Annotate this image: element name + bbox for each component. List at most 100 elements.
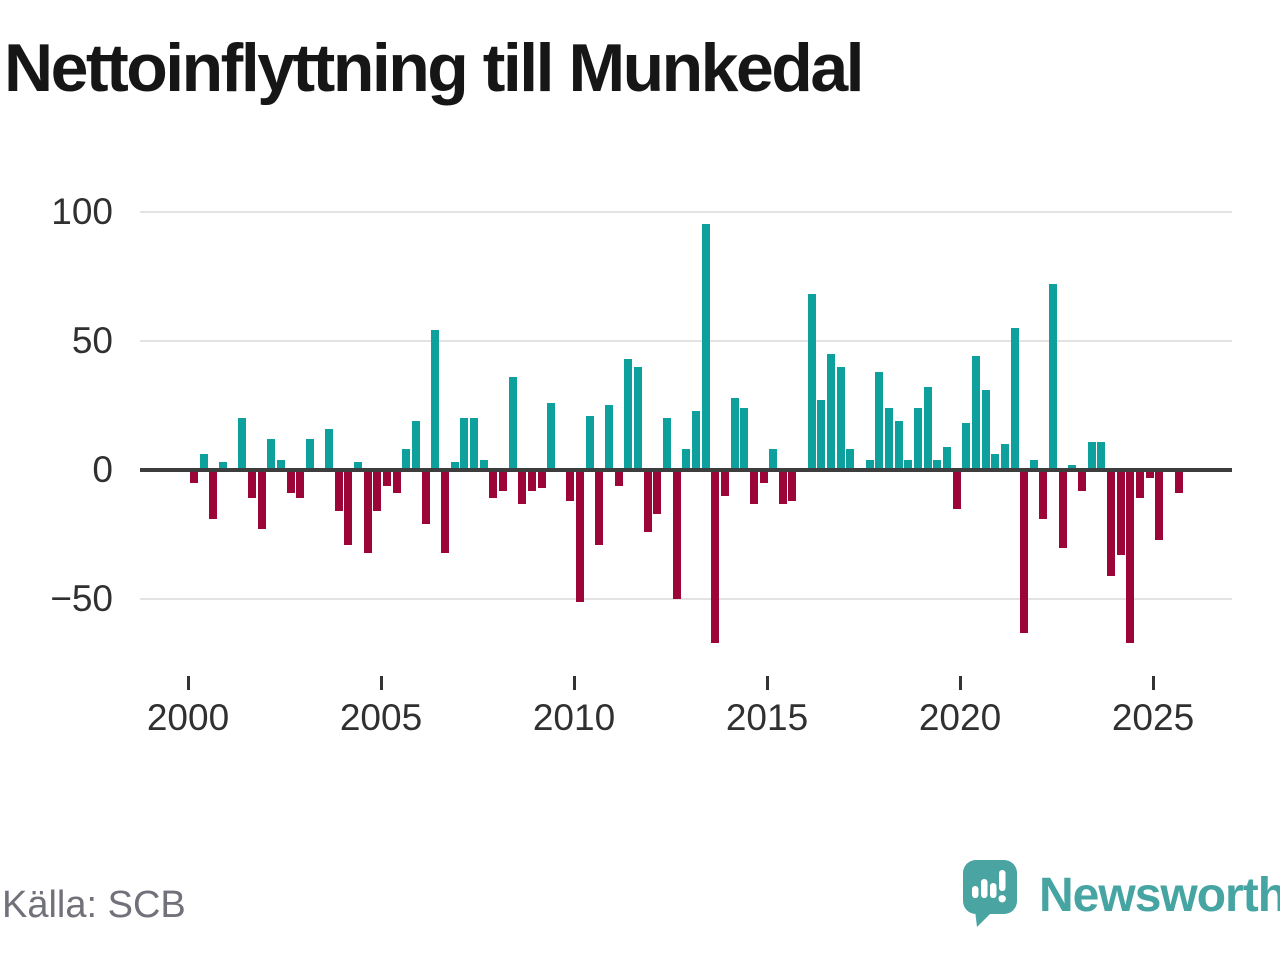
bar bbox=[431, 330, 439, 470]
bar bbox=[538, 470, 546, 488]
brand-footer: Newsworthy bbox=[963, 860, 1280, 928]
bar bbox=[692, 411, 700, 470]
bar bbox=[711, 470, 719, 643]
bar bbox=[586, 416, 594, 470]
bar bbox=[875, 372, 883, 470]
bar bbox=[731, 398, 739, 470]
bar bbox=[885, 408, 893, 470]
bar bbox=[373, 470, 381, 511]
bar bbox=[895, 421, 903, 470]
bar bbox=[634, 367, 642, 470]
bar bbox=[673, 470, 681, 599]
bar bbox=[769, 449, 777, 470]
bar bbox=[1088, 442, 1096, 470]
bar bbox=[209, 470, 217, 519]
page-title: Nettoinflyttning till Munkedal bbox=[4, 30, 865, 106]
bar bbox=[267, 439, 275, 470]
bar bbox=[287, 470, 295, 493]
bar bbox=[393, 470, 401, 493]
bar bbox=[412, 421, 420, 470]
bar bbox=[760, 470, 768, 483]
bar bbox=[962, 423, 970, 470]
y-tick-label-50: 50 bbox=[71, 320, 113, 361]
bar bbox=[740, 408, 748, 470]
bar bbox=[943, 447, 951, 470]
gridline-y-100 bbox=[140, 211, 1232, 213]
bar bbox=[702, 224, 710, 470]
y-tick-label-100: 100 bbox=[51, 191, 113, 232]
bar bbox=[277, 460, 285, 470]
bar bbox=[721, 470, 729, 496]
bar bbox=[489, 470, 497, 498]
bar bbox=[972, 356, 980, 470]
bar bbox=[470, 418, 478, 470]
bar bbox=[605, 405, 613, 470]
bar bbox=[595, 470, 603, 545]
bar bbox=[1136, 470, 1144, 498]
bar bbox=[238, 418, 246, 470]
bar bbox=[1117, 470, 1125, 555]
bar bbox=[1175, 470, 1183, 493]
x-tick-label-2005: 2005 bbox=[339, 697, 423, 738]
bar bbox=[364, 470, 372, 553]
bar bbox=[219, 462, 227, 470]
bar bbox=[566, 470, 574, 501]
bar bbox=[1155, 470, 1163, 540]
bar bbox=[624, 359, 632, 470]
bar bbox=[335, 470, 343, 511]
x-tick-label-2020: 2020 bbox=[918, 697, 1002, 738]
bar bbox=[518, 470, 526, 504]
bar bbox=[528, 470, 536, 491]
bar bbox=[1030, 460, 1038, 470]
newsworthy-logo-icon bbox=[963, 860, 1017, 927]
bar bbox=[248, 470, 256, 498]
bar bbox=[1126, 470, 1134, 643]
bar bbox=[682, 449, 690, 470]
y-tick-label--50: −50 bbox=[50, 578, 113, 619]
bar bbox=[1039, 470, 1047, 519]
bar bbox=[480, 460, 488, 470]
bar bbox=[576, 470, 584, 602]
gridline-y-50 bbox=[140, 340, 1232, 342]
x-tick-mark-2010 bbox=[573, 676, 576, 690]
bar bbox=[354, 462, 362, 470]
bar bbox=[1146, 470, 1154, 478]
bar bbox=[451, 462, 459, 470]
bar bbox=[1011, 328, 1019, 470]
x-tick-label-2025: 2025 bbox=[1111, 697, 1195, 738]
bar bbox=[914, 408, 922, 470]
source-label: Källa: SCB bbox=[2, 884, 186, 926]
x-tick-label-2015: 2015 bbox=[725, 697, 809, 738]
bar bbox=[383, 470, 391, 486]
x-tick-mark-2005 bbox=[380, 676, 383, 690]
bar bbox=[982, 390, 990, 470]
bar bbox=[441, 470, 449, 553]
x-tick-label-2000: 2000 bbox=[146, 697, 230, 738]
bar bbox=[1001, 444, 1009, 470]
bar bbox=[788, 470, 796, 501]
x-tick-mark-2020 bbox=[959, 676, 962, 690]
bar bbox=[1020, 470, 1028, 633]
bar bbox=[924, 387, 932, 470]
bar bbox=[904, 460, 912, 470]
bar bbox=[779, 470, 787, 504]
bar bbox=[663, 418, 671, 470]
bar bbox=[808, 294, 816, 470]
y-tick-label-0: 0 bbox=[92, 449, 113, 490]
bar bbox=[499, 470, 507, 491]
bar bbox=[325, 429, 333, 470]
x-tick-mark-2025 bbox=[1152, 676, 1155, 690]
x-tick-label-2010: 2010 bbox=[532, 697, 616, 738]
bar bbox=[258, 470, 266, 529]
bar bbox=[1068, 465, 1076, 470]
bar bbox=[817, 400, 825, 470]
bar bbox=[837, 367, 845, 470]
bar bbox=[866, 460, 874, 470]
bar bbox=[190, 470, 198, 483]
bar bbox=[402, 449, 410, 470]
bar bbox=[846, 449, 854, 470]
bar bbox=[1097, 442, 1105, 470]
bar bbox=[306, 439, 314, 470]
bar bbox=[460, 418, 468, 470]
